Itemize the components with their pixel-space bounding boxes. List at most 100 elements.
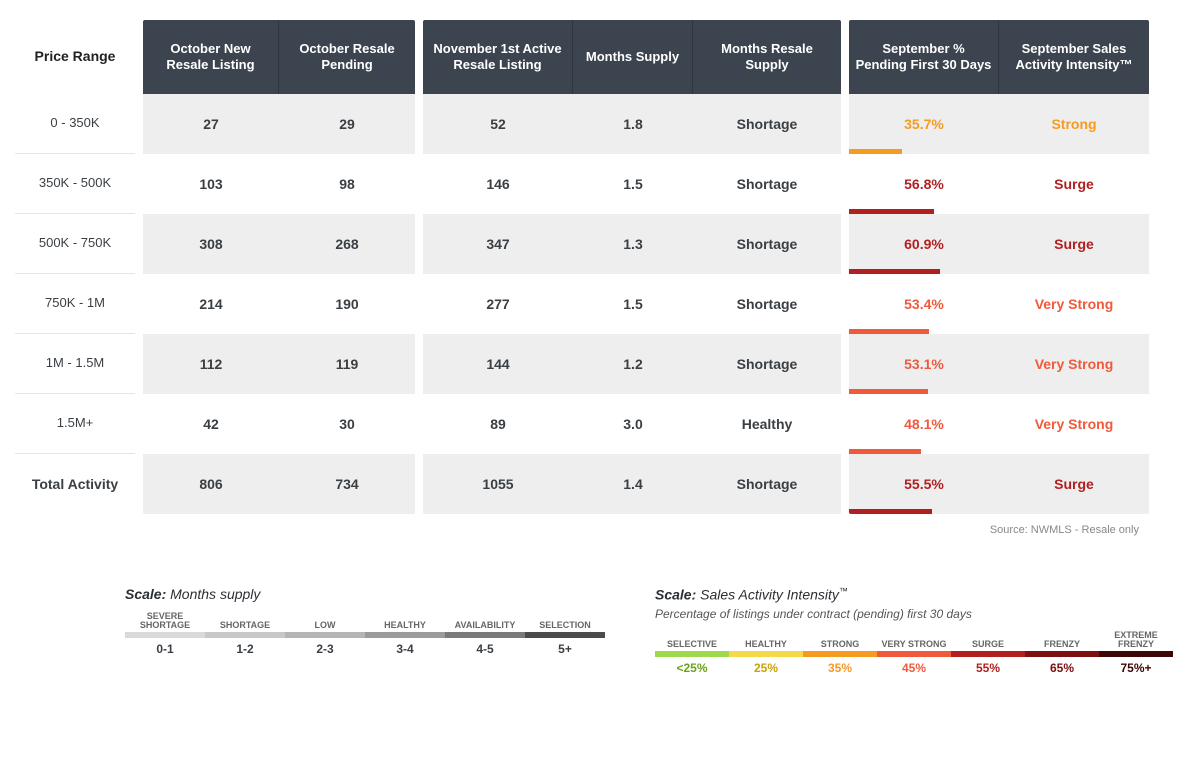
- data-cell: Healthy: [693, 394, 841, 454]
- pct-pending-cell: 35.7%: [849, 94, 999, 154]
- data-cell: Shortage: [693, 454, 841, 514]
- pct-pending-cell: 60.9%: [849, 214, 999, 274]
- column-group-intensity: September % Pending First 30 DaysSeptemb…: [849, 20, 1149, 514]
- pct-value: 48.1%: [904, 416, 944, 432]
- price-range-label: 0 - 350K: [15, 94, 135, 153]
- legend-label: SEVERE SHORTAGE: [125, 608, 205, 632]
- price-range-label: 1M - 1.5M: [15, 334, 135, 393]
- legend-label: HEALTHY: [729, 627, 803, 651]
- data-cell: 42: [143, 394, 279, 454]
- data-cell: 30: [279, 394, 415, 454]
- data-cell: Shortage: [693, 214, 841, 274]
- legend-months-title: Scale: Months supply: [125, 586, 605, 602]
- data-cell: 1.2: [573, 334, 693, 394]
- column-group-supply: November 1st Active Resale ListingMonths…: [423, 20, 841, 514]
- data-cell: 1.4: [573, 454, 693, 514]
- legend-value: 0-1: [125, 642, 205, 656]
- legend-intensity-title: Scale: Sales Activity Intensity™: [655, 586, 1173, 603]
- price-range-label: 500K - 750K: [15, 214, 135, 273]
- data-cell: 1.5: [573, 154, 693, 214]
- legend-label: SHORTAGE: [205, 608, 285, 632]
- legend-label: LOW: [285, 608, 365, 632]
- data-cell: 52: [423, 94, 573, 154]
- legend-value: 4-5: [445, 642, 525, 656]
- data-cell: 734: [279, 454, 415, 514]
- legend-intensity: Scale: Sales Activity Intensity™ Percent…: [655, 586, 1173, 675]
- legend-title-rest: Sales Activity Intensity: [696, 587, 839, 603]
- legend-swatch: [803, 651, 877, 657]
- data-cell: 98: [279, 154, 415, 214]
- column-group-october: October New Resale ListingOctober Resale…: [143, 20, 415, 514]
- legend-swatch: [125, 632, 205, 638]
- pct-value: 56.8%: [904, 176, 944, 192]
- column-header: October Resale Pending: [279, 20, 415, 94]
- legend-value: 45%: [877, 661, 951, 675]
- pct-pending-cell: 55.5%: [849, 454, 999, 514]
- data-cell: 277: [423, 274, 573, 334]
- data-cell: 806: [143, 454, 279, 514]
- legend-swatch: [951, 651, 1025, 657]
- data-cell: 119: [279, 334, 415, 394]
- pct-bar: [849, 509, 932, 514]
- legends: Scale: Months supply SEVERE SHORTAGE0-1S…: [15, 586, 1167, 675]
- pct-value: 55.5%: [904, 476, 944, 492]
- data-cell: Shortage: [693, 274, 841, 334]
- legend-swatch: [729, 651, 803, 657]
- legend-item: SHORTAGE1-2: [205, 608, 285, 656]
- data-cell: 1.3: [573, 214, 693, 274]
- legend-swatch: [205, 632, 285, 638]
- column-header: Months Supply: [573, 20, 693, 94]
- legend-swatch: [365, 632, 445, 638]
- pct-pending-cell: 53.1%: [849, 334, 999, 394]
- legend-title-bold: Scale:: [125, 586, 166, 602]
- data-cell: 103: [143, 154, 279, 214]
- intensity-cell: Very Strong: [999, 274, 1149, 334]
- trademark-symbol: ™: [839, 586, 848, 596]
- legend-label: SELECTION: [525, 608, 605, 632]
- data-cell: 308: [143, 214, 279, 274]
- legend-swatch: [877, 651, 951, 657]
- legend-swatch: [285, 632, 365, 638]
- legend-title-rest: Months supply: [166, 586, 260, 602]
- data-cell: 347: [423, 214, 573, 274]
- legend-value: 2-3: [285, 642, 365, 656]
- legend-item: SELECTIVE<25%: [655, 627, 729, 675]
- column-header: October New Resale Listing: [143, 20, 279, 94]
- legend-item: LOW 2-3: [285, 608, 365, 656]
- legend-item: SURGE 55%: [951, 627, 1025, 675]
- legend-value: 65%: [1025, 661, 1099, 675]
- data-cell: 268: [279, 214, 415, 274]
- legend-value: 3-4: [365, 642, 445, 656]
- legend-label: STRONG: [803, 627, 877, 651]
- data-cell: 1.5: [573, 274, 693, 334]
- legend-value: 75%+: [1099, 661, 1173, 675]
- legend-label: SURGE: [951, 627, 1025, 651]
- data-cell: 89: [423, 394, 573, 454]
- data-cell: Shortage: [693, 154, 841, 214]
- legend-label: SELECTIVE: [655, 627, 729, 651]
- column-header: September Sales Activity Intensity™: [999, 20, 1149, 94]
- intensity-cell: Strong: [999, 94, 1149, 154]
- legend-value: 25%: [729, 661, 803, 675]
- data-cell: 144: [423, 334, 573, 394]
- data-cell: 112: [143, 334, 279, 394]
- legend-item: HEALTHY 25%: [729, 627, 803, 675]
- legend-label: FRENZY: [1025, 627, 1099, 651]
- legend-swatch: [525, 632, 605, 638]
- pct-value: 60.9%: [904, 236, 944, 252]
- intensity-cell: Very Strong: [999, 334, 1149, 394]
- pct-pending-cell: 56.8%: [849, 154, 999, 214]
- legend-item: AVAILABILITY4-5: [445, 608, 525, 656]
- intensity-cell: Surge: [999, 214, 1149, 274]
- pct-value: 35.7%: [904, 116, 944, 132]
- intensity-cell: Very Strong: [999, 394, 1149, 454]
- legend-months-supply: Scale: Months supply SEVERE SHORTAGE0-1S…: [125, 586, 605, 675]
- price-range-label: 350K - 500K: [15, 154, 135, 213]
- data-cell: 146: [423, 154, 573, 214]
- intensity-cell: Surge: [999, 154, 1149, 214]
- data-cell: 214: [143, 274, 279, 334]
- data-cell: Shortage: [693, 94, 841, 154]
- legend-value: 35%: [803, 661, 877, 675]
- legend-swatch: [1025, 651, 1099, 657]
- legend-value: 55%: [951, 661, 1025, 675]
